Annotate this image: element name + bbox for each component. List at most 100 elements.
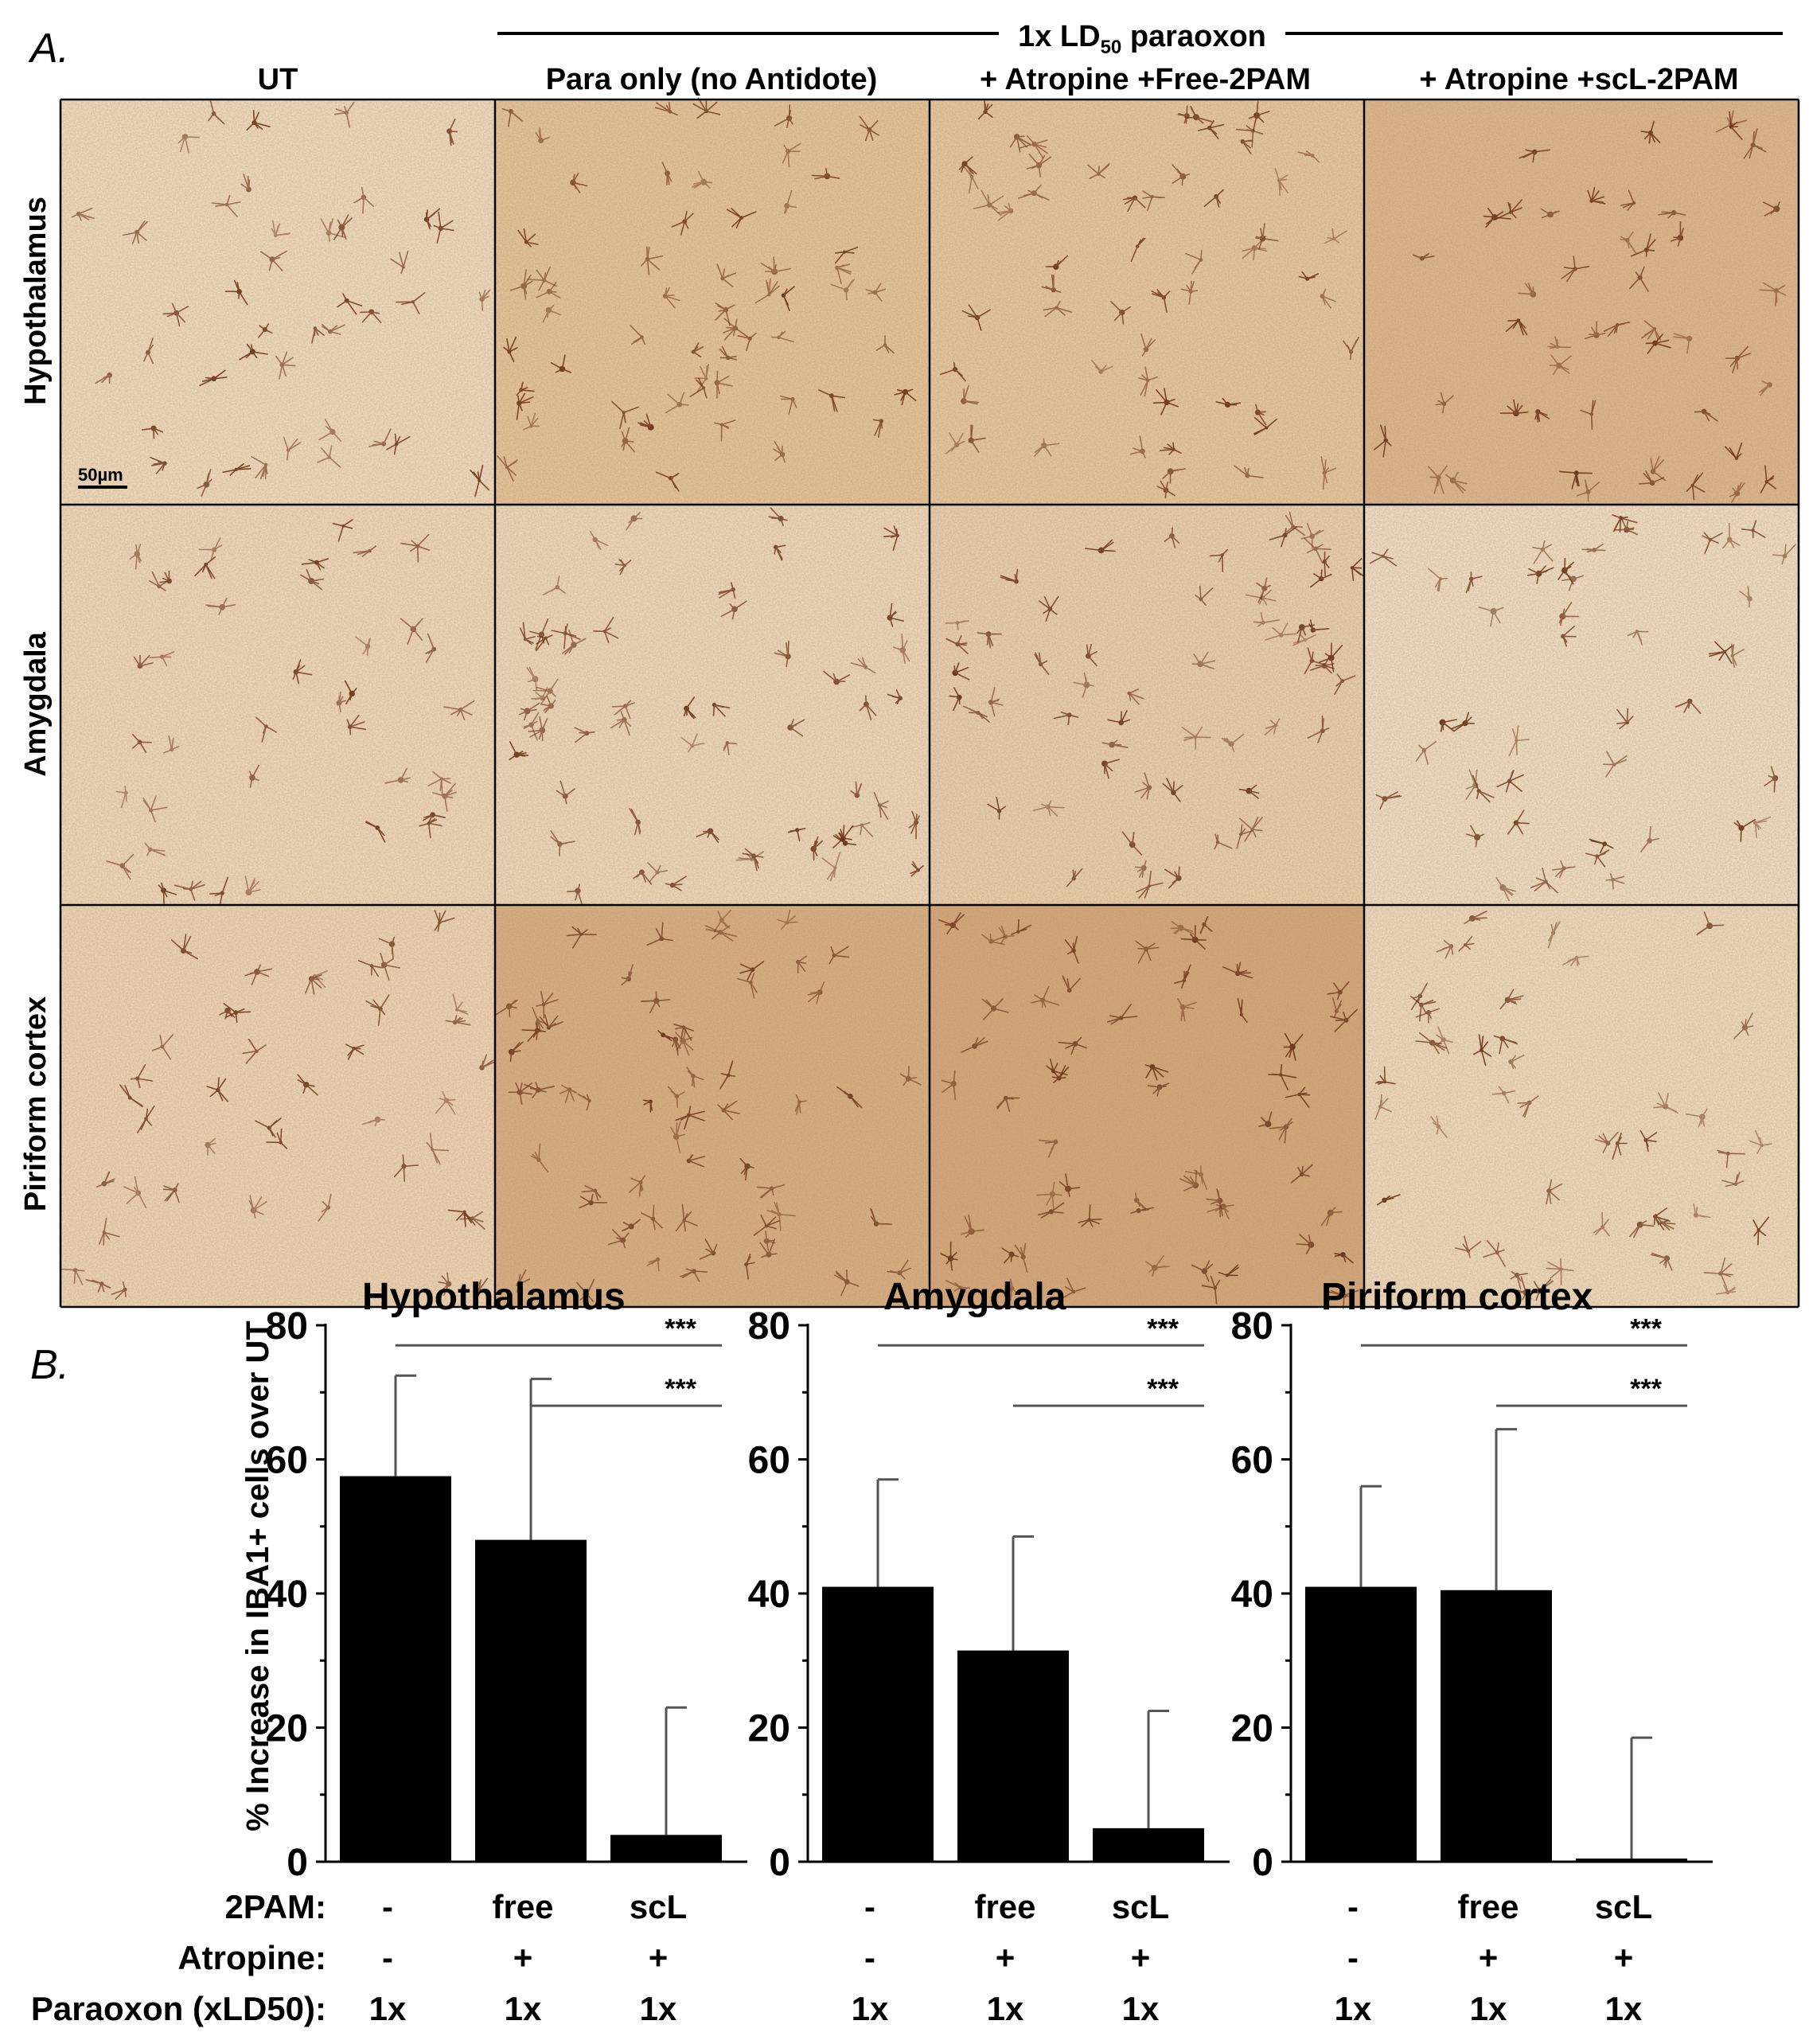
microglia-cell xyxy=(509,741,529,761)
microglia-process xyxy=(1148,882,1164,887)
microglia-process xyxy=(77,213,82,221)
microglia-cell xyxy=(760,256,792,275)
micrograph-texture xyxy=(495,99,930,505)
microglia-process xyxy=(1654,342,1671,349)
microglia-process xyxy=(1550,346,1558,349)
micrograph-tile-2-3 xyxy=(930,505,1366,905)
microglia-process xyxy=(1703,411,1711,415)
microglia-cell xyxy=(115,786,128,809)
microglia-process xyxy=(1334,680,1343,696)
bar xyxy=(475,1539,587,1862)
microglia-cell xyxy=(386,433,411,455)
microglia-process xyxy=(376,827,386,843)
microglia-process xyxy=(1248,790,1259,799)
microglia-cell xyxy=(149,651,175,666)
microglia-process xyxy=(780,517,788,521)
micrograph-tile-2-2 xyxy=(495,505,930,907)
microglia-process xyxy=(1571,472,1577,490)
microglia-process xyxy=(341,217,353,228)
microglia-process xyxy=(509,741,518,756)
microglia-process xyxy=(850,790,858,797)
microglia-process xyxy=(1631,249,1647,257)
microglia-process xyxy=(138,741,147,754)
microglia-process xyxy=(248,878,255,893)
microglia-process xyxy=(577,884,581,891)
microglia-process xyxy=(624,440,634,443)
microglia-process xyxy=(901,391,906,406)
microglia-process xyxy=(1222,397,1229,406)
y-tick-label: 0 xyxy=(287,1842,308,1884)
microglia-process xyxy=(1584,479,1589,493)
microglia-process xyxy=(1086,684,1094,687)
microglia-process xyxy=(1758,384,1771,393)
microglia-process xyxy=(329,324,346,333)
microglia-cell xyxy=(593,617,619,644)
microglia-process xyxy=(372,443,384,446)
microglia-process xyxy=(859,115,871,131)
microglia-cell xyxy=(106,853,135,880)
microglia-process xyxy=(136,232,147,241)
microglia-process xyxy=(624,700,632,707)
microglia-process xyxy=(1255,236,1264,240)
microglia-cells xyxy=(509,507,924,907)
microglia-process xyxy=(246,343,254,353)
microglia-cell xyxy=(723,318,738,341)
microglia-process xyxy=(738,857,753,860)
microglia-process xyxy=(542,586,558,596)
microglia-cell xyxy=(419,818,443,839)
microglia-process xyxy=(201,564,207,573)
microglia-process xyxy=(411,540,419,547)
microglia-process xyxy=(1185,252,1202,261)
microglia-cell xyxy=(716,263,737,287)
microglia-process xyxy=(432,770,443,780)
microglia-cell xyxy=(1620,231,1637,254)
microglia-process xyxy=(1195,736,1211,739)
microglia-process xyxy=(735,216,743,229)
microglia-cell xyxy=(321,323,346,335)
microglia-process xyxy=(895,689,901,700)
microglia-process xyxy=(1129,451,1144,455)
microglia-process xyxy=(510,111,521,120)
panel-b: B. % Increase in IBA1+ cells over UT 2PA… xyxy=(30,1276,1713,2027)
microglia-process xyxy=(252,109,255,123)
microglia-process xyxy=(168,735,173,751)
microglia-process xyxy=(1004,205,1012,212)
microglia-process xyxy=(362,197,365,214)
microglia-process xyxy=(427,813,434,824)
microglia-cell xyxy=(400,533,431,563)
microglia-process xyxy=(1252,115,1257,131)
microglia-process xyxy=(1055,306,1066,316)
microglia-process xyxy=(855,781,858,797)
microglia-soma xyxy=(1331,236,1336,241)
microglia-process xyxy=(680,220,686,236)
microglia-process xyxy=(443,782,456,798)
microglia-process xyxy=(295,671,300,685)
microglia-process xyxy=(1142,196,1153,199)
microglia-process xyxy=(543,272,547,282)
microglia-cell xyxy=(1435,392,1454,414)
microglia-process xyxy=(833,867,836,878)
microglia-cell xyxy=(1297,150,1320,163)
microglia-soma xyxy=(704,376,708,380)
micrograph-texture xyxy=(60,505,495,905)
microglia-process xyxy=(1043,443,1060,447)
microglia-process xyxy=(1512,319,1519,330)
microglia-process xyxy=(367,638,372,647)
microglia-process xyxy=(873,791,880,806)
microglia-process xyxy=(345,692,353,705)
microglia-cell xyxy=(723,741,738,756)
microglia-cell xyxy=(122,220,148,244)
microglia-process xyxy=(213,537,221,551)
microglia-process xyxy=(689,387,704,398)
microglia-process xyxy=(171,302,177,314)
microglia-cell xyxy=(144,842,166,856)
microglia-cell xyxy=(1547,336,1572,349)
microglia-process xyxy=(1743,144,1754,159)
microglia-process xyxy=(1257,412,1267,426)
microglia-cell xyxy=(851,657,876,674)
microglia-process xyxy=(542,309,550,323)
microglia-process xyxy=(709,830,719,841)
microglia-process xyxy=(1055,306,1073,314)
microglia-process xyxy=(518,402,523,412)
